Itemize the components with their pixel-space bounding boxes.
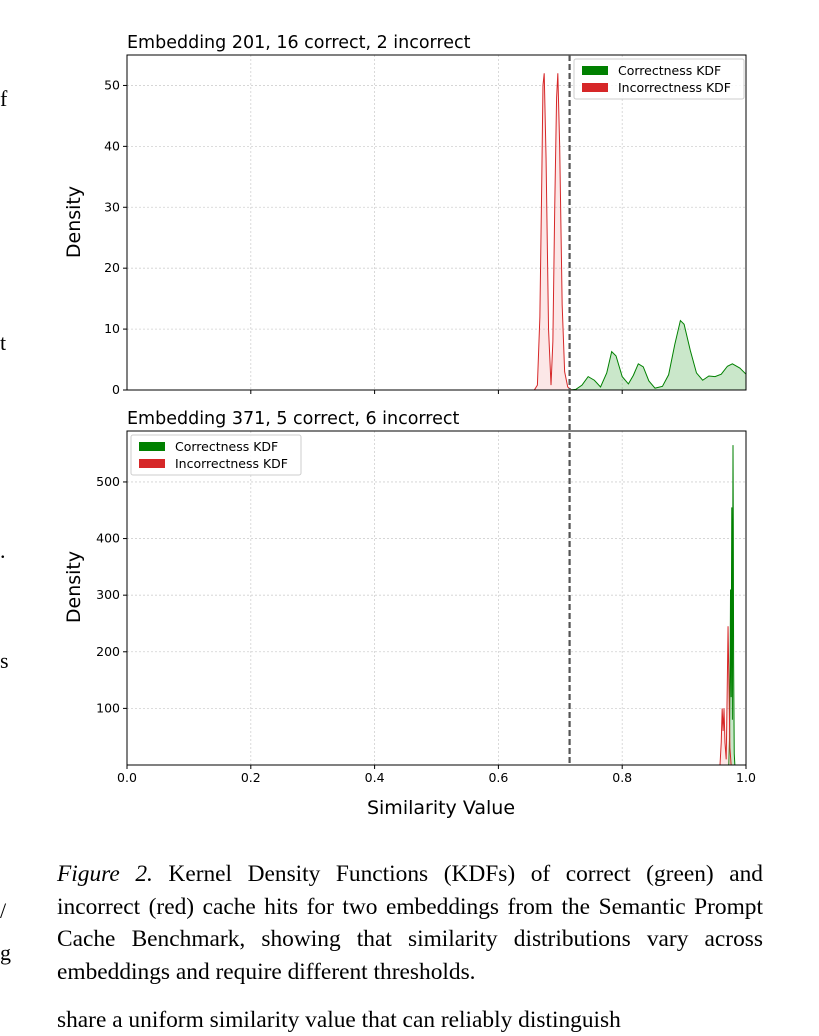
x-tick-label: 0.6 xyxy=(488,770,508,785)
margin-mark: / xyxy=(0,898,7,923)
y-tick-label: 200 xyxy=(96,644,120,659)
x-tick-label: 0.0 xyxy=(117,770,137,785)
margin-mark: t xyxy=(0,330,7,355)
bottom-panel: Embedding 371, 5 correct, 6 incorrect De… xyxy=(63,409,756,819)
series-line-incorrect xyxy=(719,626,732,765)
y-tick-label: 40 xyxy=(104,138,120,153)
y-tick-label: 10 xyxy=(104,321,120,336)
legend-box xyxy=(573,58,745,100)
x-axis-label: Similarity Value xyxy=(367,797,515,819)
legend-label: Incorrectness KDF xyxy=(618,80,731,95)
y-tick-label: 20 xyxy=(104,260,120,275)
legend-label: Correctness KDF xyxy=(618,63,721,78)
y-tick-label: 300 xyxy=(96,587,120,602)
figure-label: Figure 2. xyxy=(57,861,153,887)
plot-frame xyxy=(126,54,747,391)
x-tick-label: 0.4 xyxy=(365,770,385,785)
y-tick-label: 30 xyxy=(104,199,120,214)
legend-label: Correctness KDF xyxy=(175,439,278,454)
kde-chart: Embedding 201, 16 correct, 2 incorrect D… xyxy=(63,33,756,819)
series-line-correct xyxy=(569,319,746,390)
figure-caption-text: Kernel Density Functions (KDFs) of corre… xyxy=(57,861,764,985)
y-tick-label: 0 xyxy=(112,382,120,397)
legend-label: Incorrectness KDF xyxy=(175,456,288,471)
x-tick-label: 0.2 xyxy=(241,770,261,785)
figure-caption: Figure 2. Kernel Density Functions (KDFs… xyxy=(57,858,763,988)
y-tick-label: 400 xyxy=(96,531,120,546)
legend-swatch xyxy=(582,66,608,75)
y-tick-label: 100 xyxy=(96,700,120,715)
body-text-fragment: share a uniform similarity value that ca… xyxy=(57,1007,621,1033)
top-panel-title: Embedding 201, 16 correct, 2 incorrect xyxy=(127,33,471,53)
series-line-incorrect xyxy=(533,73,572,390)
plot-frame xyxy=(126,430,747,766)
legend-swatch xyxy=(139,442,165,451)
bottom-panel-ylabel: Density xyxy=(63,551,85,623)
margin-mark: . xyxy=(0,538,6,563)
x-tick-label: 1.0 xyxy=(736,770,756,785)
legend-swatch xyxy=(139,459,165,468)
y-tick-label: 500 xyxy=(96,474,120,489)
x-tick-label: 0.8 xyxy=(612,770,632,785)
bottom-panel-title: Embedding 371, 5 correct, 6 incorrect xyxy=(127,409,460,429)
margin-mark: s xyxy=(0,648,9,673)
y-tick-label: 50 xyxy=(104,77,120,92)
legend-swatch xyxy=(582,83,608,92)
series-area-correct xyxy=(569,320,746,390)
series-line-correct xyxy=(728,445,736,765)
top-panel: Embedding 201, 16 correct, 2 incorrect D… xyxy=(63,33,747,397)
margin-mark: g xyxy=(0,940,11,965)
top-panel-ylabel: Density xyxy=(63,186,85,258)
margin-mark: f xyxy=(0,86,8,111)
legend-box xyxy=(130,434,302,476)
